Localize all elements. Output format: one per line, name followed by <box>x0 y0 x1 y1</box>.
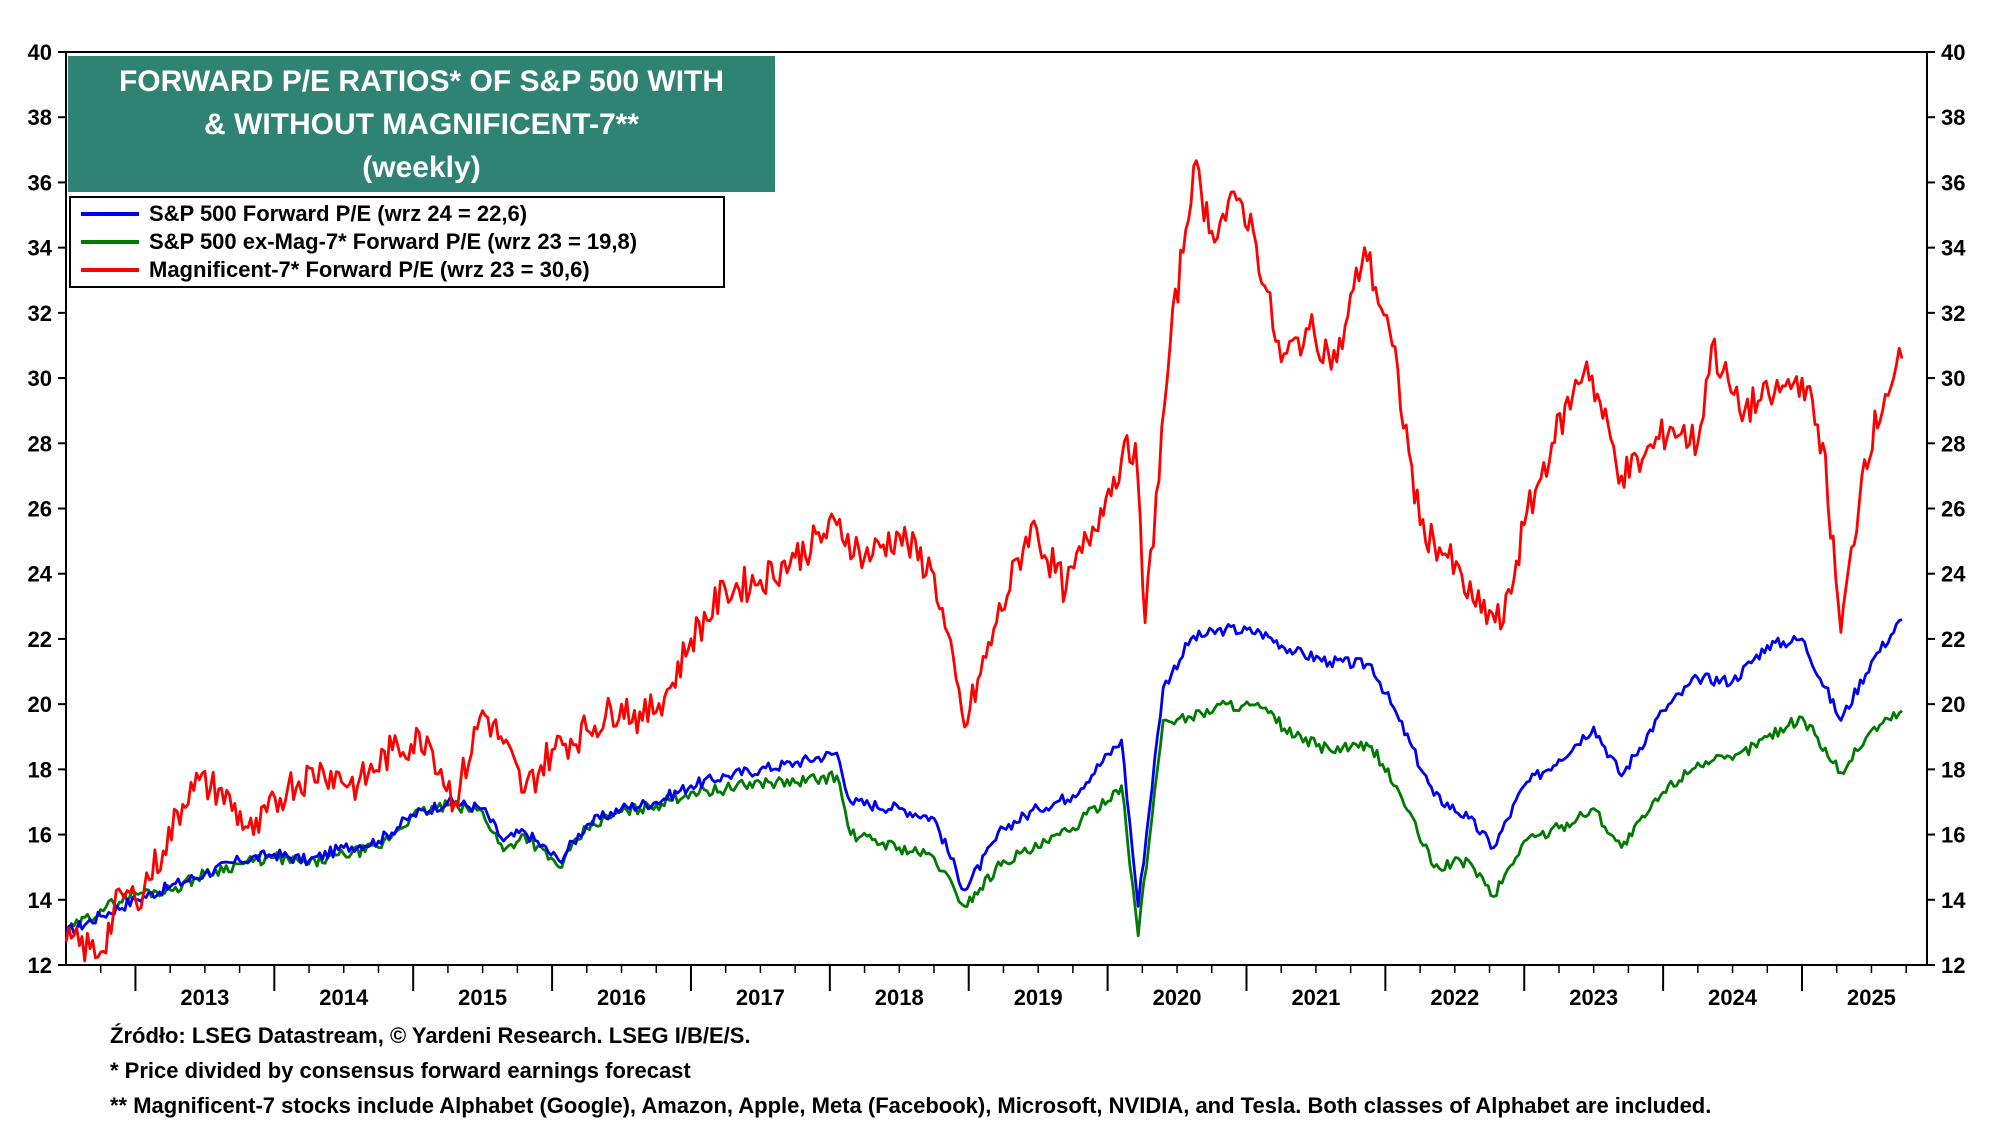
footnote-2: ** Magnificent-7 stocks include Alphabet… <box>110 1093 1712 1118</box>
legend-item-sp500: S&P 500 Forward P/E (wrz 24 = 22,6) <box>71 200 723 228</box>
y-tick-label-left: 32 <box>28 301 52 326</box>
y-tick-label-left: 24 <box>28 562 53 587</box>
y-tick-label-left: 18 <box>28 757 52 782</box>
y-tick-label-right: 40 <box>1941 40 1965 65</box>
y-tick-label-right: 38 <box>1941 105 1965 130</box>
y-tick-label-right: 32 <box>1941 301 1965 326</box>
y-tick-label-right: 34 <box>1941 236 1966 261</box>
y-tick-label-right: 12 <box>1941 953 1965 978</box>
y-tick-label-right: 26 <box>1941 497 1965 522</box>
source-note: Źródło: LSEG Datastream, © Yardeni Resea… <box>110 1023 751 1048</box>
legend-label-mag7: Magnificent-7* Forward P/E (wrz 23 = 30,… <box>149 257 590 282</box>
legend-swatch-sp500 <box>81 212 139 216</box>
legend-label-sp500: S&P 500 Forward P/E (wrz 24 = 22,6) <box>149 201 528 226</box>
y-tick-label-right: 16 <box>1941 823 1965 848</box>
y-tick-label-left: 36 <box>28 170 52 195</box>
x-tick-label: 2016 <box>597 985 646 1010</box>
y-tick-label-right: 14 <box>1941 888 1966 913</box>
y-tick-label-left: 30 <box>28 366 52 391</box>
chart-title-line2: & WITHOUT MAGNIFICENT-7** <box>204 108 639 141</box>
y-tick-label-right: 36 <box>1941 170 1965 195</box>
x-tick-label: 2020 <box>1153 985 1202 1010</box>
y-tick-label-left: 38 <box>28 105 52 130</box>
y-tick-label-right: 20 <box>1941 692 1965 717</box>
legend: S&P 500 Forward P/E (wrz 24 = 22,6) S&P … <box>69 196 725 288</box>
x-tick-label: 2014 <box>319 985 369 1010</box>
x-tick-label: 2022 <box>1430 985 1479 1010</box>
x-tick-label: 2023 <box>1569 985 1618 1010</box>
y-tick-label-right: 18 <box>1941 757 1965 782</box>
y-tick-label-left: 40 <box>28 40 52 65</box>
chart-title-box: FORWARD P/E RATIOS* OF S&P 500 WITH & WI… <box>68 56 775 192</box>
x-tick-label: 2019 <box>1014 985 1063 1010</box>
right-y-axis: 12 14 16 18 20 22 24 26 28 30 32 34 36 38 40 <box>1927 40 1966 978</box>
x-tick-label: 2015 <box>458 985 507 1010</box>
left-y-axis: 12 14 16 18 20 22 24 26 28 30 32 34 36 38 40 <box>28 40 66 978</box>
footnote-1: * Price divided by consensus forward ear… <box>110 1058 691 1083</box>
x-tick-label: 2024 <box>1708 985 1758 1010</box>
y-tick-label-left: 26 <box>28 497 52 522</box>
x-tick-label: 2021 <box>1291 985 1340 1010</box>
chart-title-line1: FORWARD P/E RATIOS* OF S&P 500 WITH <box>118 65 725 98</box>
y-tick-label-left: 16 <box>28 823 52 848</box>
y-tick-label-left: 14 <box>28 888 53 913</box>
x-tick-label: 2025 <box>1847 985 1896 1010</box>
x-tick-label: 2017 <box>736 985 785 1010</box>
footnotes: Źródło: LSEG Datastream, © Yardeni Resea… <box>110 1018 1711 1123</box>
legend-item-mag7: Magnificent-7* Forward P/E (wrz 23 = 30,… <box>71 256 723 284</box>
x-tick-label: 2018 <box>875 985 924 1010</box>
y-tick-label-left: 22 <box>28 627 52 652</box>
y-tick-label-left: 34 <box>28 236 53 261</box>
series-line-0 <box>64 618 1903 936</box>
y-tick-label-left: 20 <box>28 692 52 717</box>
chart-title-line3: (weekly) <box>362 151 481 184</box>
x-axis: 2013 2014 2015 2016 2017 2018 2019 2020 2021 2022… <box>99 965 1907 1010</box>
x-tick-label: 2013 <box>180 985 229 1010</box>
y-tick-label-left: 28 <box>28 431 52 456</box>
y-tick-label-right: 24 <box>1941 562 1966 587</box>
legend-item-ex-mag7: S&P 500 ex-Mag-7* Forward P/E (wrz 23 = … <box>71 228 723 256</box>
y-tick-label-right: 22 <box>1941 627 1965 652</box>
y-tick-label-right: 28 <box>1941 431 1965 456</box>
legend-label-ex-mag7: S&P 500 ex-Mag-7* Forward P/E (wrz 23 = … <box>149 229 638 254</box>
y-tick-label-left: 12 <box>28 953 52 978</box>
legend-swatch-ex-mag7 <box>81 240 139 244</box>
legend-swatch-mag7 <box>81 268 139 272</box>
series-line-2 <box>64 159 1904 963</box>
series-layer <box>64 159 1904 963</box>
y-tick-label-right: 30 <box>1941 366 1965 391</box>
